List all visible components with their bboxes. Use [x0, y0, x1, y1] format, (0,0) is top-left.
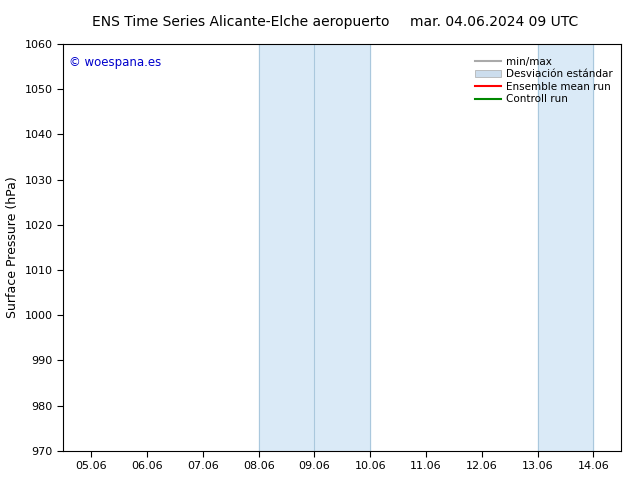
Text: ENS Time Series Alicante-Elche aeropuerto: ENS Time Series Alicante-Elche aeropuert…	[92, 15, 390, 29]
Text: © woespana.es: © woespana.es	[69, 56, 161, 69]
Y-axis label: Surface Pressure (hPa): Surface Pressure (hPa)	[6, 176, 19, 318]
Bar	[538, 44, 593, 451]
Text: mar. 04.06.2024 09 UTC: mar. 04.06.2024 09 UTC	[410, 15, 579, 29]
Bar	[314, 44, 370, 451]
Legend: min/max, Desviación estándar, Ensemble mean run, Controll run: min/max, Desviación estándar, Ensemble m…	[472, 53, 616, 107]
Bar	[259, 44, 314, 451]
